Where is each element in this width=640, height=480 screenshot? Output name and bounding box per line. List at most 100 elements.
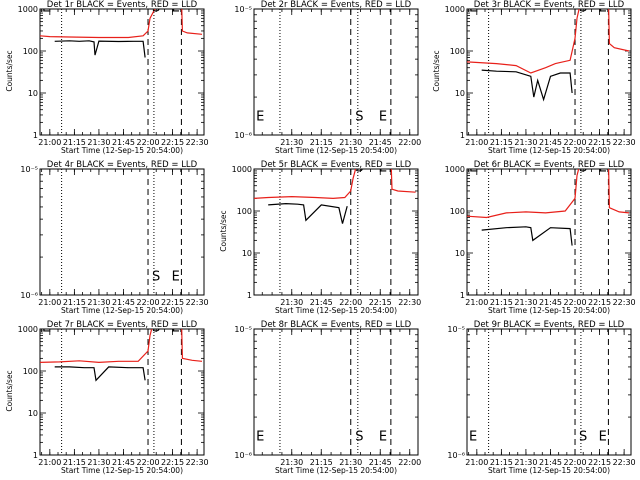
- x-tick-label: 22:30: [186, 458, 209, 467]
- x-tick-label: 21:45: [369, 458, 392, 467]
- x-tick-label: 21:15: [63, 298, 86, 307]
- marker-letter: S: [152, 270, 160, 285]
- y-tick-label: 10⁻⁵: [234, 325, 252, 334]
- marker-letter: E: [172, 320, 180, 335]
- x-tick-label: 22:15: [161, 138, 184, 147]
- chart-title: Det 1r BLACK = Events, RED = LLD: [47, 0, 198, 10]
- marker-letter: S: [152, 0, 160, 15]
- panel-det2r: Det 2r BLACK = Events, RED = LLD 10⁻⁶ 10⁻⁵…: [234, 0, 421, 155]
- x-tick-label: 21:45: [539, 458, 562, 467]
- x-tick-label: 21:00: [465, 298, 488, 307]
- x-tick-label: 22:00: [398, 458, 421, 467]
- marker-letter: S: [355, 430, 363, 445]
- chart-title: Det 4r BLACK = Events, RED = LLD: [47, 160, 198, 170]
- plot-frame: [466, 8, 632, 136]
- x-tick-label: 22:15: [369, 298, 392, 307]
- x-tick-label: 21:30: [280, 458, 303, 467]
- x-axis: 21:00 21:15 21:30 21:45 22:00 22:15 22:30: [465, 9, 636, 147]
- y-tick-label: 1: [460, 131, 465, 140]
- marker-letter: E: [469, 160, 477, 175]
- x-tick-label: 21:30: [339, 138, 362, 147]
- series-line-events: [481, 226, 573, 246]
- x-tick-label: 21:00: [465, 138, 488, 147]
- x-tick-label: 21:30: [514, 458, 537, 467]
- x-tick-label: 22:30: [613, 458, 636, 467]
- marker-letter: E: [599, 160, 607, 175]
- y-tick-label: 10: [455, 89, 465, 98]
- x-axis: 21:00 21:15 21:30 21:45 22:00 22:15 22:30: [465, 329, 636, 467]
- x-tick-label: 21:15: [310, 138, 333, 147]
- x-tick-label: 22:15: [161, 298, 184, 307]
- y-tick-label: 1000: [18, 325, 38, 334]
- y-tick-label: 1000: [232, 165, 252, 174]
- y-axis: 1 10 100 1000: [445, 5, 631, 140]
- x-axis-label: Start Time (12-Sep-15 20:54:00): [488, 466, 610, 475]
- x-tick-label: 22:00: [563, 458, 586, 467]
- marker-letter: S: [579, 0, 587, 15]
- y-tick-label: 10: [28, 409, 38, 418]
- x-tick-label: 21:30: [280, 298, 303, 307]
- x-axis: 21:30 21:45 22:00 22:15 22:30: [261, 169, 421, 307]
- y-axis: 10⁻⁶ 10⁻⁵: [234, 5, 418, 140]
- plot-frame: [39, 328, 205, 456]
- x-tick-label: 21:15: [490, 298, 513, 307]
- chart-title: Det 5r BLACK = Events, RED = LLD: [261, 160, 412, 170]
- x-axis-label: Start Time (12-Sep-15 20:54:00): [61, 306, 183, 315]
- x-tick-label: 22:15: [588, 458, 611, 467]
- marker-letter: E: [42, 320, 50, 335]
- x-tick-label: 21:15: [310, 458, 333, 467]
- x-axis-label: Start Time (12-Sep-15 20:54:00): [275, 146, 397, 155]
- x-tick-label: 22:30: [186, 298, 209, 307]
- x-tick-label: 21:15: [63, 138, 86, 147]
- y-axis-label: Counts/sec: [5, 50, 14, 91]
- y-tick-label: 10⁻⁵: [20, 165, 38, 174]
- panel-det9r: Det 9r BLACK = Events, RED = LLD 10⁻⁶ 10⁻⁵…: [447, 320, 635, 475]
- y-axis: 1 10 100 1000: [18, 325, 204, 460]
- y-axis: 10⁻⁶ 10⁻⁵: [447, 325, 631, 460]
- y-axis: 10⁻⁶ 10⁻⁵: [234, 325, 418, 460]
- y-axis: 1 10 100 1000: [232, 165, 418, 300]
- plot-frame: [39, 8, 205, 136]
- x-axis: 21:00 21:15 21:30 21:45 22:00 22:15 22:30: [38, 9, 209, 147]
- plot-frame: [253, 8, 419, 136]
- x-tick-label: 21:45: [539, 298, 562, 307]
- panel-det4r: Det 4r BLACK = Events, RED = LLD 10⁻⁶ 10⁻⁵…: [20, 160, 208, 315]
- panel-det6r: Det 6r BLACK = Events, RED = LLD 1 10 100 10…: [445, 160, 636, 315]
- y-axis-label: Counts/sec: [432, 50, 441, 91]
- panel-det7r: Det 7r BLACK = Events, RED = LLD 1 10 100 10…: [5, 320, 209, 475]
- panel-det5r: Det 5r BLACK = Events, RED = LLD 1 10 100 10…: [219, 160, 421, 315]
- x-tick-label: 22:30: [613, 138, 636, 147]
- y-tick-label: 10: [455, 249, 465, 258]
- plot-frame: [39, 168, 205, 296]
- x-tick-label: 22:00: [136, 458, 159, 467]
- x-tick-label: 22:00: [136, 298, 159, 307]
- x-tick-label: 21:45: [539, 138, 562, 147]
- y-tick-label: 1: [33, 131, 38, 140]
- x-tick-label: 21:15: [490, 138, 513, 147]
- x-axis-label: Start Time (12-Sep-15 20:54:00): [275, 466, 397, 475]
- chart-title: Det 7r BLACK = Events, RED = LLD: [47, 320, 198, 330]
- x-axis: 21:30 21:15 21:30 21:45 22:00: [261, 329, 421, 467]
- x-tick-label: 21:30: [87, 458, 110, 467]
- marker-letter: E: [256, 430, 264, 445]
- x-axis-label: Start Time (12-Sep-15 20:54:00): [488, 306, 610, 315]
- y-tick-label: 100: [23, 367, 38, 376]
- x-tick-label: 21:30: [280, 138, 303, 147]
- y-tick-label: 10⁻⁶: [20, 291, 38, 300]
- x-tick-label: 21:45: [112, 298, 135, 307]
- panel-det3r: Det 3r BLACK = Events, RED = LLD 1 10 100 10…: [432, 0, 636, 155]
- y-axis: 1 10 100 1000: [445, 165, 631, 300]
- x-tick-label: 22:00: [563, 138, 586, 147]
- marker-letter: E: [172, 0, 180, 15]
- x-tick-label: 22:00: [398, 138, 421, 147]
- marker-letter: S: [579, 160, 587, 175]
- marker-letter: E: [379, 110, 387, 125]
- x-tick-label: 22:30: [186, 138, 209, 147]
- series-line-lld: [467, 169, 630, 219]
- chart-title: Det 9r BLACK = Events, RED = LLD: [474, 320, 625, 330]
- x-tick-label: 21:45: [310, 298, 333, 307]
